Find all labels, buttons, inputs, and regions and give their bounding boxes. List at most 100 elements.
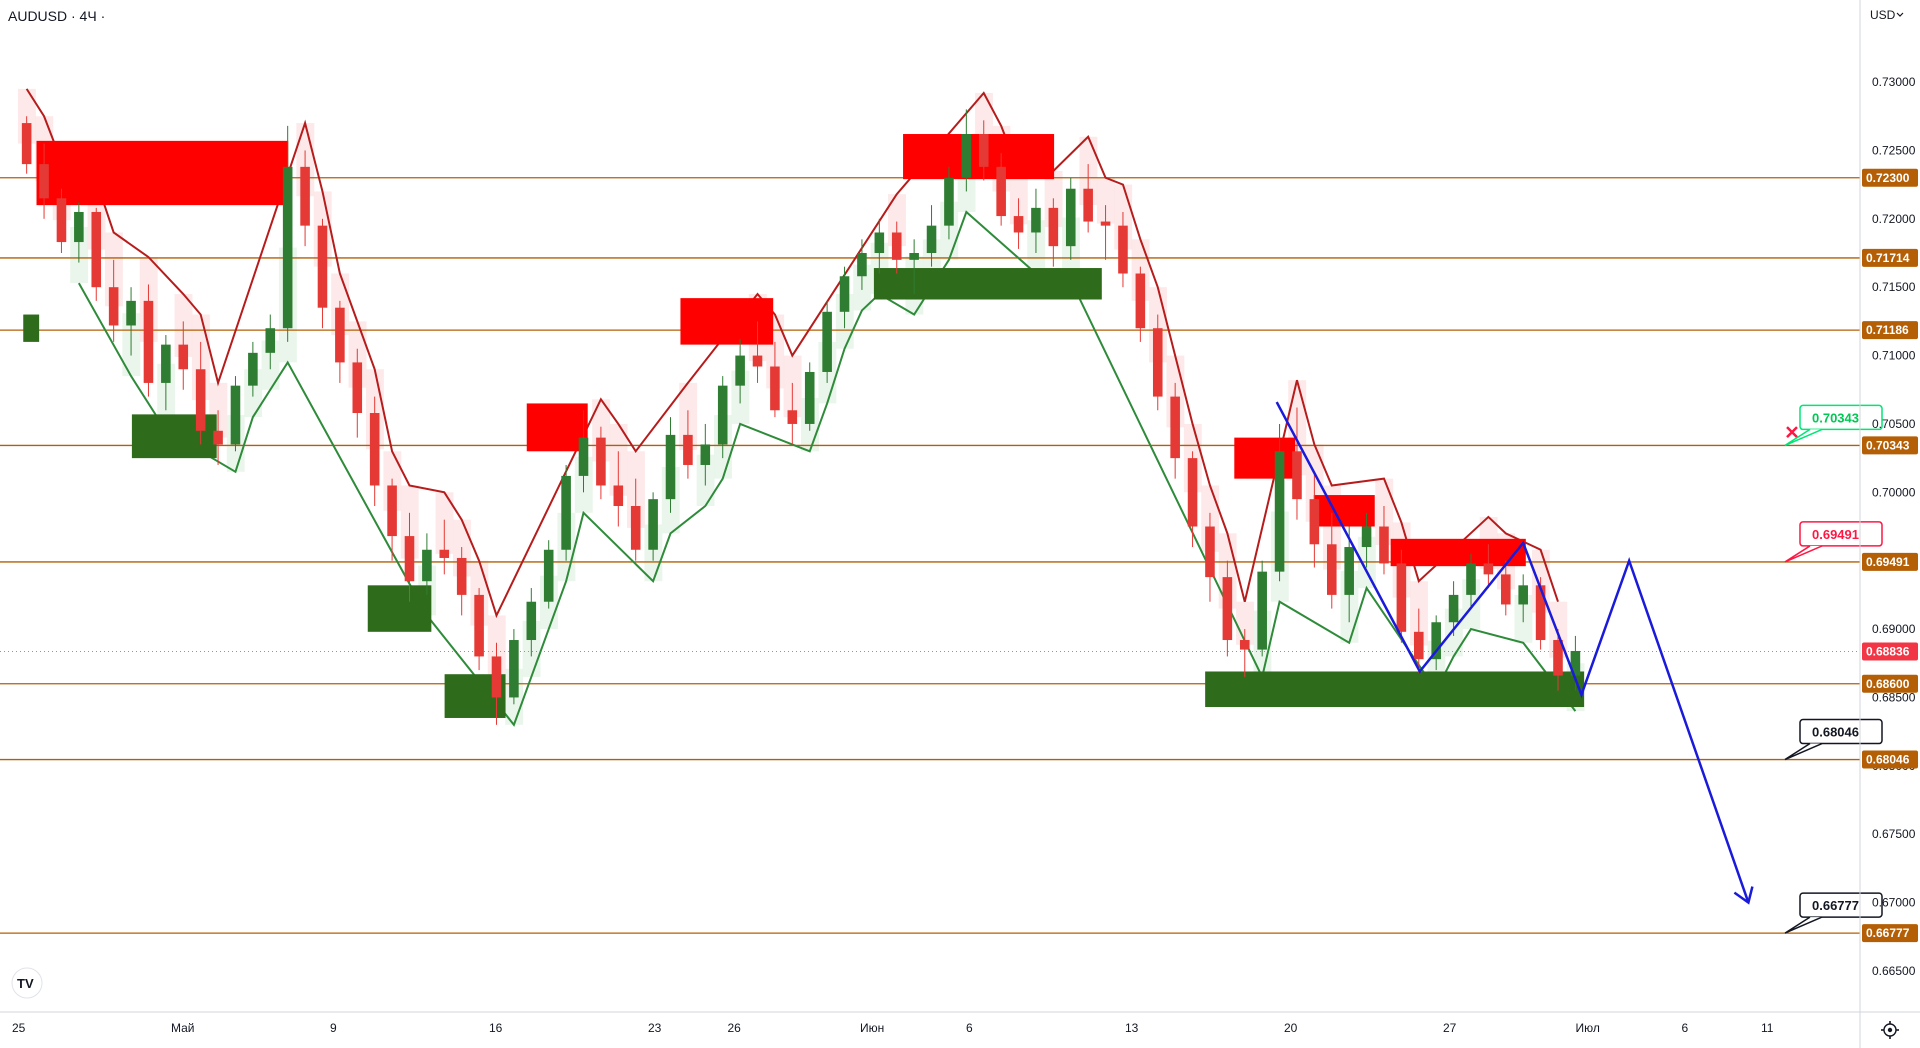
candle-body[interactable]: [630, 506, 641, 550]
candle-body[interactable]: [195, 369, 206, 431]
candle-body[interactable]: [944, 177, 954, 226]
candle-body[interactable]: [1396, 563, 1407, 632]
candle-body[interactable]: [543, 549, 554, 602]
level-price-badge[interactable]: [1862, 248, 1918, 267]
demand-zone[interactable]: [1205, 671, 1585, 708]
candle-body[interactable]: [1309, 499, 1320, 545]
candle-body[interactable]: [613, 485, 624, 506]
candle-body[interactable]: [1048, 207, 1059, 247]
level-price-badge[interactable]: [1862, 924, 1918, 943]
candle-body[interactable]: [683, 434, 693, 465]
candle-body[interactable]: [804, 371, 815, 424]
candle-body[interactable]: [1535, 585, 1546, 641]
demand-zone[interactable]: [23, 314, 40, 342]
candle-body[interactable]: [143, 300, 154, 383]
price-callout-box[interactable]: [1799, 404, 1883, 431]
candle-body[interactable]: [1518, 585, 1528, 605]
candle-body[interactable]: [822, 311, 832, 372]
candle-body[interactable]: [996, 166, 1006, 217]
candle-body[interactable]: [1501, 574, 1511, 605]
candle-body[interactable]: [1344, 547, 1354, 595]
candle-body[interactable]: [874, 232, 885, 253]
candle-body[interactable]: [735, 355, 745, 386]
candle-body[interactable]: [1431, 622, 1441, 660]
candle-body[interactable]: [978, 134, 989, 167]
candle-body[interactable]: [1326, 544, 1337, 595]
candle-body[interactable]: [404, 536, 415, 582]
supply-zone[interactable]: [36, 140, 289, 206]
currency-selector[interactable]: USD: [1870, 8, 1896, 22]
candle-body[interactable]: [91, 211, 102, 288]
candle-body[interactable]: [1031, 207, 1041, 233]
candle-body[interactable]: [578, 437, 589, 476]
candle-body[interactable]: [1483, 563, 1494, 575]
level-price-badge[interactable]: [1862, 674, 1918, 693]
candle-body[interactable]: [526, 601, 537, 641]
candle-body[interactable]: [1118, 225, 1128, 274]
price-callout-box[interactable]: [1799, 521, 1883, 547]
candle-body[interactable]: [839, 276, 850, 312]
candle-body[interactable]: [1100, 221, 1111, 226]
current-price-badge[interactable]: [1862, 642, 1918, 661]
candle-body[interactable]: [1553, 640, 1563, 676]
supply-zone[interactable]: [1234, 437, 1296, 479]
candle-body[interactable]: [648, 499, 658, 550]
candle-body[interactable]: [213, 430, 223, 445]
candle-body[interactable]: [1170, 396, 1180, 459]
candle-body[interactable]: [265, 328, 276, 353]
candle-body[interactable]: [230, 385, 241, 445]
candle-body[interactable]: [1065, 188, 1076, 247]
candle-body[interactable]: [1292, 451, 1302, 500]
supply-zone[interactable]: [526, 403, 588, 452]
supply-zone[interactable]: [903, 134, 1055, 180]
settings-gear-icon[interactable]: [1881, 1021, 1899, 1039]
candle-body[interactable]: [1187, 458, 1198, 527]
candle-body[interactable]: [1152, 328, 1163, 397]
candle-body[interactable]: [1274, 451, 1285, 572]
candle-body[interactable]: [561, 475, 571, 550]
candle-body[interactable]: [1257, 571, 1267, 650]
candle-body[interactable]: [439, 549, 450, 558]
candle-body[interactable]: [178, 344, 189, 370]
candle-body[interactable]: [282, 166, 293, 329]
candle-body[interactable]: [300, 166, 310, 226]
symbol-title[interactable]: AUDUSD · 4Ч ·: [8, 8, 105, 24]
candle-body[interactable]: [248, 352, 258, 386]
candle-body[interactable]: [1013, 216, 1024, 233]
candle-body[interactable]: [1448, 594, 1459, 623]
candle-body[interactable]: [126, 300, 136, 326]
price-callout-box[interactable]: [1799, 718, 1883, 745]
candle-body[interactable]: [770, 366, 780, 411]
candle-body[interactable]: [1205, 526, 1215, 578]
candle-body[interactable]: [1413, 631, 1424, 660]
candle-body[interactable]: [387, 485, 397, 537]
candle-body[interactable]: [1361, 526, 1372, 548]
candle-body[interactable]: [909, 253, 919, 260]
level-price-badge[interactable]: [1862, 552, 1918, 571]
candle-body[interactable]: [509, 640, 519, 698]
level-price-badge[interactable]: [1862, 750, 1918, 769]
level-price-badge[interactable]: [1862, 436, 1918, 455]
candle-body[interactable]: [352, 362, 363, 414]
candle-body[interactable]: [335, 307, 345, 363]
candle-body[interactable]: [56, 198, 67, 243]
candle-body[interactable]: [1379, 526, 1389, 564]
candle-body[interactable]: [422, 549, 432, 582]
candle-body[interactable]: [961, 134, 972, 178]
candle-body[interactable]: [717, 385, 728, 445]
demand-zone[interactable]: [367, 585, 432, 632]
candle-body[interactable]: [1222, 577, 1233, 641]
level-price-badge[interactable]: [1862, 321, 1918, 340]
candle-body[interactable]: [21, 123, 32, 165]
candle-body[interactable]: [74, 211, 84, 243]
candle-body[interactable]: [491, 656, 502, 698]
candle-body[interactable]: [369, 413, 380, 486]
level-price-badge[interactable]: [1862, 168, 1918, 187]
candle-body[interactable]: [926, 225, 937, 253]
candle-body[interactable]: [787, 410, 798, 424]
supply-zone[interactable]: [1313, 495, 1375, 527]
cross-marker-icon[interactable]: [1786, 426, 1798, 439]
candle-body[interactable]: [39, 164, 49, 199]
